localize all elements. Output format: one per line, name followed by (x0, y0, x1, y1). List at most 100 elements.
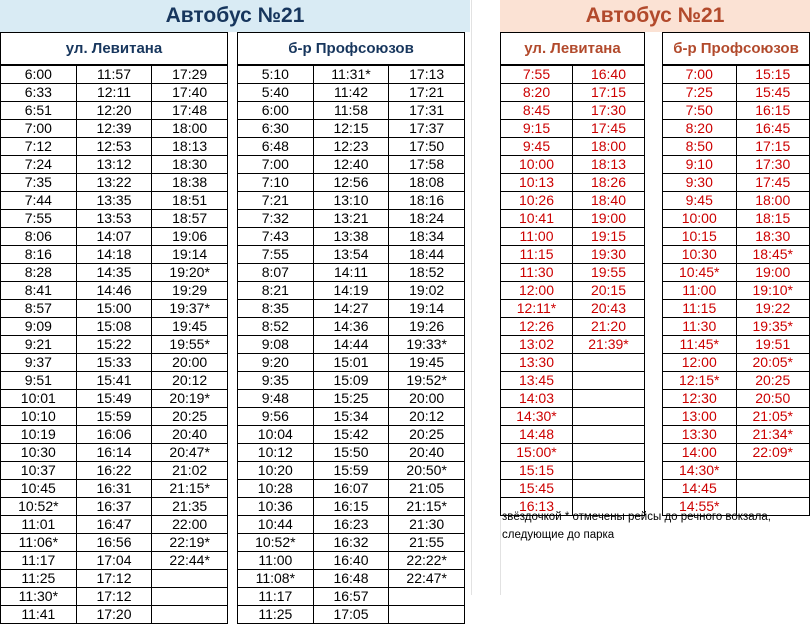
time-cell: 12:15* (662, 371, 737, 390)
time-cell: 10:30 (0, 443, 77, 462)
time-cell: 11:58 (312, 101, 390, 120)
time-cell: 14:55* (662, 497, 737, 516)
time-cell: 15:59 (75, 407, 153, 426)
time-cell: 15:34 (312, 407, 390, 426)
table-row: 13:30 (500, 353, 645, 372)
table-row: 9:30 17:45 (662, 173, 810, 192)
time-cell: 20:12 (151, 371, 228, 390)
table-row: 8:57 15:00 19:37* (0, 299, 228, 318)
time-cell: 13:30 (500, 353, 573, 372)
time-cell (388, 605, 465, 624)
table-row: 10:20 15:59 20:50* (237, 461, 465, 480)
time-cell: 20:43 (572, 299, 645, 318)
time-cell: 7:21 (237, 191, 314, 210)
time-cell: 20:19* (151, 389, 228, 408)
time-cell: 15:42 (312, 425, 390, 444)
time-cell (572, 407, 645, 426)
time-cell: 19:15 (572, 227, 645, 246)
time-cell: 15:50 (312, 443, 390, 462)
time-cell: 13:00 (662, 407, 737, 426)
time-cell: 7:35 (0, 173, 77, 192)
table-row: 10:37 16:22 21:02 (0, 461, 228, 480)
time-cell: 20:40 (388, 443, 465, 462)
left-profsoyuzov-header: б-р Профсоюзов (237, 32, 465, 65)
table-row: 7:43 13:38 18:34 (237, 227, 465, 246)
table-row: 9:45 18:00 (662, 191, 810, 210)
time-cell: 15:33 (75, 353, 153, 372)
table-row: 11:17 17:04 22:44* (0, 551, 228, 570)
table-row: 7:55 16:40 (500, 65, 645, 84)
table-row: 6:33 12:11 17:40 (0, 83, 228, 102)
time-cell: 11:57 (75, 65, 153, 84)
time-cell (572, 443, 645, 462)
time-cell: 6:00 (0, 65, 77, 84)
time-cell (572, 389, 645, 408)
time-cell: 22:00 (151, 515, 228, 534)
time-cell: 7:25 (662, 83, 737, 102)
time-cell: 18:00 (572, 137, 645, 156)
time-cell: 8:21 (237, 281, 314, 300)
table-row: 6:48 12:23 17:50 (237, 137, 465, 156)
table-row: 10:04 15:42 20:25 (237, 425, 465, 444)
time-cell: 22:19* (151, 533, 228, 552)
time-cell: 18:00 (151, 119, 228, 138)
table-row: 11:15 19:22 (662, 299, 810, 318)
time-cell: 21:55 (388, 533, 465, 552)
table-row: 9:21 15:22 19:55* (0, 335, 228, 354)
time-cell: 16:15 (312, 497, 390, 516)
table-row: 15:15 (500, 461, 645, 480)
table-row: 6:00 11:57 17:29 (0, 65, 228, 84)
time-cell: 18:16 (388, 191, 465, 210)
time-cell (735, 479, 810, 498)
table-row: 9:45 18:00 (500, 137, 645, 156)
time-cell: 12:11 (75, 83, 153, 102)
table-row: 10:28 16:07 21:05 (237, 479, 465, 498)
table-row: 7:32 13:21 18:24 (237, 209, 465, 228)
time-cell: 19:45 (151, 317, 228, 336)
table-row: 11:00 19:15 (500, 227, 645, 246)
time-cell: 16:56 (75, 533, 153, 552)
time-cell: 12:39 (75, 119, 153, 138)
time-cell: 10:41 (500, 209, 573, 228)
time-cell: 20:50* (388, 461, 465, 480)
table-row: 10:10 15:59 20:25 (0, 407, 228, 426)
time-cell: 15:41 (75, 371, 153, 390)
table-row: 11:30 19:35* (662, 317, 810, 336)
time-cell: 19:37* (151, 299, 228, 318)
table-row: 7:50 16:15 (662, 101, 810, 120)
time-cell: 13:54 (312, 245, 390, 264)
time-cell: 21:02 (151, 461, 228, 480)
time-cell: 16:07 (312, 479, 390, 498)
table-row: 11:01 16:47 22:00 (0, 515, 228, 534)
time-cell: 14:36 (312, 317, 390, 336)
time-cell: 11:17 (0, 551, 77, 570)
time-cell: 16:31 (75, 479, 153, 498)
time-cell: 6:30 (237, 119, 314, 138)
time-cell: 9:45 (500, 137, 573, 156)
table-row: 7:35 13:22 18:38 (0, 173, 228, 192)
table-row: 10:36 16:15 21:15* (237, 497, 465, 516)
table-row: 11:08* 16:48 22:47* (237, 569, 465, 588)
time-cell: 18:57 (151, 209, 228, 228)
time-cell: 10:36 (237, 497, 314, 516)
time-cell: 20:25 (388, 425, 465, 444)
time-cell: 19:20* (151, 263, 228, 282)
table-row: 13:02 21:39* (500, 335, 645, 354)
time-cell: 19:55 (572, 263, 645, 282)
right-profsoyuzov-table: 7:00 15:15 7:25 15:45 7:50 16:15 8:20 16:45 8:50… (662, 65, 810, 516)
time-cell: 14:44 (312, 335, 390, 354)
time-cell: 12:56 (312, 173, 390, 192)
time-cell: 16:13 (500, 497, 573, 516)
time-cell: 10:00 (500, 155, 573, 174)
table-row: 7:12 12:53 18:13 (0, 137, 228, 156)
time-cell: 17:29 (151, 65, 228, 84)
table-row: 14:30* (662, 461, 810, 480)
time-cell: 13:38 (312, 227, 390, 246)
time-cell: 7:00 (237, 155, 314, 174)
time-cell: 17:58 (388, 155, 465, 174)
time-cell: 11:00 (237, 551, 314, 570)
time-cell: 14:18 (75, 245, 153, 264)
table-row: 11:25 17:12 (0, 569, 228, 588)
time-cell: 19:02 (388, 281, 465, 300)
time-cell: 11:25 (237, 605, 314, 624)
